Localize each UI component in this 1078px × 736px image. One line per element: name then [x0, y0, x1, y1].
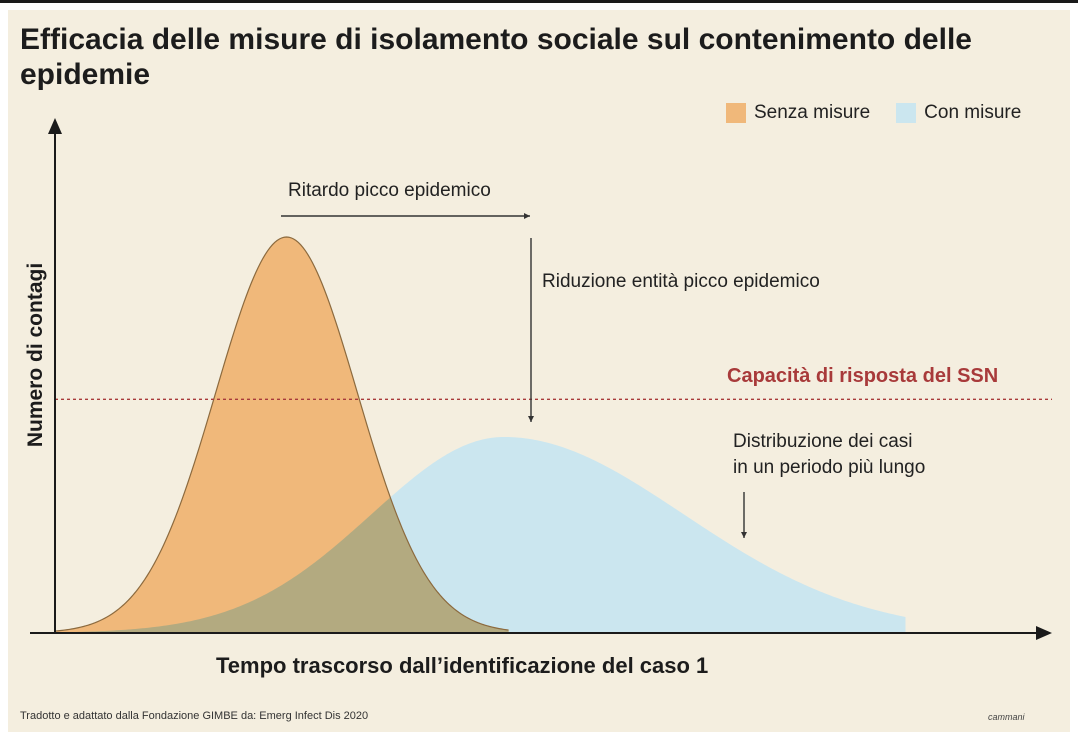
legend-swatch-con — [896, 103, 917, 123]
top-border — [0, 0, 1078, 3]
legend-label-senza: Senza misure — [754, 102, 871, 123]
series-senza-misure-outline — [54, 236, 509, 632]
legend: Senza misure Con misure — [726, 102, 1021, 124]
legend-item-con: Con misure — [896, 102, 1021, 124]
x-axis-label: Tempo trascorso dall’identificazione del… — [216, 653, 709, 678]
source-note: Tradotto e adattato dalla Fondazione GIM… — [20, 710, 369, 722]
legend-item-senza: Senza misure — [726, 102, 870, 124]
chart-title: Efficacia delle misure di isolamento soc… — [20, 23, 972, 91]
legend-label-con: Con misure — [924, 102, 1022, 123]
annotation-delay: Ritardo picco epidemico — [288, 180, 491, 201]
brand-mark: cammani — [988, 712, 1025, 722]
annotation-spread-line2: in un periodo più lungo — [733, 457, 926, 478]
legend-swatch-senza — [726, 103, 746, 123]
threshold-label: Capacità di risposta del SSN — [727, 365, 999, 387]
annotation-spread-line1: Distribuzione dei casi — [733, 431, 913, 452]
series-con-misure-area — [55, 436, 906, 633]
y-axis-arrowhead — [48, 118, 62, 134]
annotation-reduction: Riduzione entità picco epidemico — [542, 271, 820, 292]
x-axis-arrowhead — [1036, 626, 1052, 640]
y-axis-label: Numero di contagi — [24, 262, 47, 448]
